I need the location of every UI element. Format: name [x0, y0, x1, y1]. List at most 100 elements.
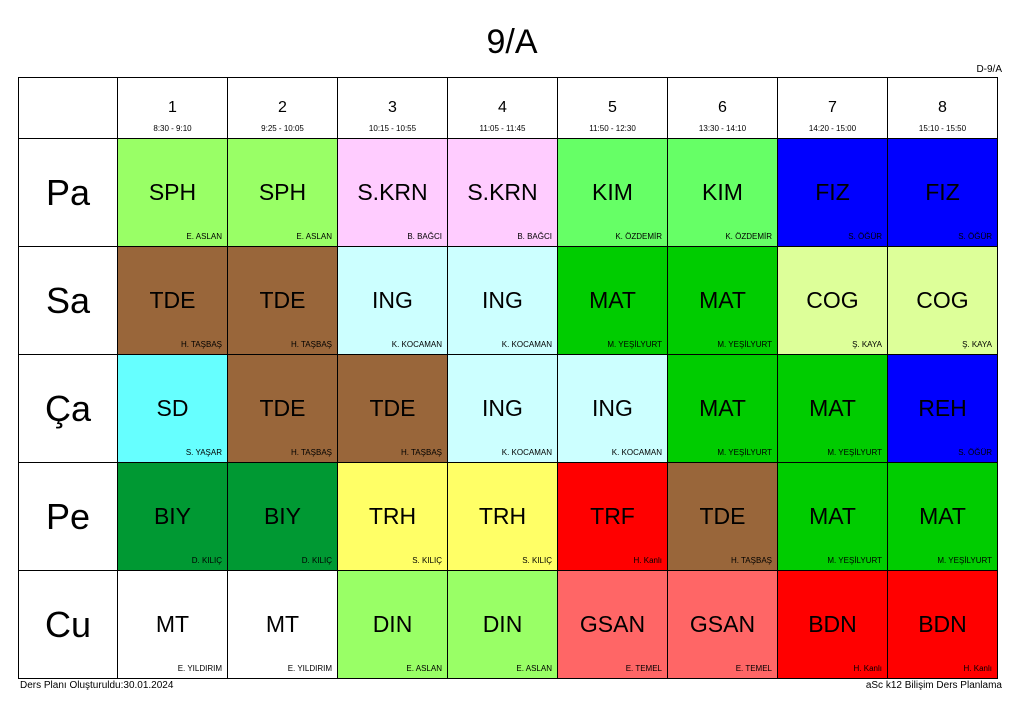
- lesson-cell: MAT M. YEŞİLYURT: [667, 246, 778, 355]
- lesson-cell: TDE H. TAŞBAŞ: [117, 246, 228, 355]
- lesson-teacher: Ş. KAYA: [852, 340, 882, 349]
- lesson-teacher: E. ASLAN: [516, 664, 552, 673]
- period-number: 5: [608, 99, 617, 116]
- period-time: 11:50 - 12:30: [589, 124, 636, 133]
- lesson-cell: FIZ S. ÖĞÜR: [887, 138, 998, 247]
- lesson-teacher: H. TAŞBAŞ: [290, 448, 332, 457]
- lesson-cell: MAT M. YEŞİLYURT: [667, 354, 778, 463]
- lesson-teacher: H. Kanlı: [853, 664, 882, 673]
- lesson-subject: ING: [372, 287, 413, 313]
- lesson-cell: KIM K. ÖZDEMİR: [557, 138, 668, 247]
- period-number: 8: [938, 99, 947, 116]
- lesson-teacher: M. YEŞİLYURT: [717, 448, 772, 457]
- period-number: 4: [498, 99, 507, 116]
- lesson-subject: GSAN: [579, 611, 646, 637]
- lesson-teacher: M. YEŞİLYURT: [717, 340, 772, 349]
- lesson-teacher: S. ÖĞÜR: [958, 448, 992, 457]
- period-time: 13:30 - 14:10: [698, 124, 747, 133]
- lesson-teacher: H. TAŞBAŞ: [730, 556, 772, 565]
- lesson-teacher: E. YILDIRIM: [177, 664, 222, 673]
- lesson-teacher: H. TAŞBAŞ: [180, 340, 222, 349]
- period-header-row: 1 8:30 - 9:10 2 9:25 - 10:05 3 10:15 - 10:5…: [18, 77, 998, 139]
- lesson-subject: MAT: [809, 503, 856, 529]
- lesson-subject: MT: [265, 611, 300, 637]
- lesson-subject: TDE: [259, 287, 306, 313]
- lesson-cell: GSAN E. TEMEL: [557, 570, 668, 679]
- lesson-subject: DIN: [372, 611, 413, 637]
- created-date: Ders Planı Oluşturuldu:30.01.2024: [20, 680, 174, 691]
- lesson-subject: ING: [482, 395, 523, 421]
- lesson-cell: ING K. KOCAMAN: [447, 246, 558, 355]
- lesson-subject: FIZ: [925, 179, 960, 205]
- lesson-teacher: E. TEMEL: [735, 664, 772, 673]
- lesson-cell: ING K. KOCAMAN: [337, 246, 448, 355]
- lesson-subject: BIY: [153, 503, 192, 529]
- lesson-teacher: K. ÖZDEMİR: [725, 232, 772, 241]
- lesson-subject: BDN: [918, 611, 967, 637]
- lesson-teacher: K. KOCAMAN: [611, 448, 662, 457]
- period-time: 10:15 - 10:55: [368, 124, 417, 133]
- day-label: Ça: [18, 354, 118, 463]
- lesson-subject: TDE: [149, 287, 196, 313]
- lesson-cell: TDE H. TAŞBAŞ: [227, 246, 338, 355]
- lesson-subject: MAT: [589, 287, 636, 313]
- lesson-subject: DIN: [482, 611, 523, 637]
- lesson-subject: COG: [806, 287, 859, 313]
- lesson-cell: FIZ S. ÖĞÜR: [777, 138, 888, 247]
- day-row: Ça SD S. YAŞAR TDE H. TAŞBAŞ TDE H. TAŞBAŞ ING K…: [18, 354, 998, 463]
- lesson-cell: MAT M. YEŞİLYURT: [777, 462, 888, 571]
- lesson-subject: ING: [592, 395, 633, 421]
- lesson-cell: TRH S. KILIÇ: [447, 462, 558, 571]
- lesson-subject: MT: [155, 611, 190, 637]
- lesson-teacher: E. ASLAN: [406, 664, 442, 673]
- lesson-subject: MAT: [699, 395, 746, 421]
- lesson-cell: ING K. KOCAMAN: [447, 354, 558, 463]
- period-number: 1: [168, 99, 177, 116]
- lesson-subject: ING: [482, 287, 523, 313]
- lesson-teacher: M. YEŞİLYURT: [827, 448, 882, 457]
- lesson-cell: SPH E. ASLAN: [227, 138, 338, 247]
- period-number: 6: [718, 99, 727, 116]
- lesson-teacher: S. KILIÇ: [522, 556, 552, 565]
- lesson-subject: TRH: [368, 503, 417, 529]
- lesson-teacher: H. Kanlı: [633, 556, 662, 565]
- lesson-teacher: B. BAĞCI: [517, 232, 552, 241]
- lesson-subject: KIM: [702, 179, 743, 205]
- lesson-teacher: E. ASLAN: [296, 232, 332, 241]
- lesson-teacher: K. ÖZDEMİR: [615, 232, 662, 241]
- lesson-cell: DIN E. ASLAN: [447, 570, 558, 679]
- day-label: Pe: [18, 462, 118, 571]
- period-header: 1 8:30 - 9:10: [117, 77, 228, 139]
- day-row: Pa SPH E. ASLAN SPH E. ASLAN S.KRN B. BAĞCI S.K…: [18, 138, 998, 247]
- lesson-teacher: Ş. KAYA: [962, 340, 992, 349]
- lesson-cell: TRF H. Kanlı: [557, 462, 668, 571]
- lesson-teacher: E. YILDIRIM: [287, 664, 332, 673]
- lesson-subject: TRH: [478, 503, 527, 529]
- lesson-cell: BDN H. Kanlı: [777, 570, 888, 679]
- lesson-teacher: H. TAŞBAŞ: [400, 448, 442, 457]
- lesson-cell: SPH E. ASLAN: [117, 138, 228, 247]
- lesson-teacher: D. KILIÇ: [301, 556, 332, 565]
- lesson-teacher: S. ÖĞÜR: [848, 232, 882, 241]
- period-header: 2 9:25 - 10:05: [227, 77, 338, 139]
- lesson-subject: BIY: [263, 503, 302, 529]
- lesson-subject: S.KRN: [357, 179, 428, 205]
- lesson-teacher: D. KILIÇ: [191, 556, 222, 565]
- lesson-cell: TDE H. TAŞBAŞ: [227, 354, 338, 463]
- lesson-teacher: H. TAŞBAŞ: [290, 340, 332, 349]
- lesson-teacher: M. YEŞİLYURT: [607, 340, 662, 349]
- period-time: 11:05 - 11:45: [479, 124, 526, 133]
- timetable: 1 8:30 - 9:10 2 9:25 - 10:05 3 10:15 - 10:5…: [18, 77, 998, 679]
- lesson-subject: TRF: [590, 503, 635, 529]
- lesson-subject: TDE: [259, 395, 306, 421]
- lesson-cell: BIY D. KILIÇ: [117, 462, 228, 571]
- lesson-teacher: S. ÖĞÜR: [958, 232, 992, 241]
- lesson-subject: REH: [918, 395, 967, 421]
- lesson-teacher: K. KOCAMAN: [501, 340, 552, 349]
- lesson-teacher: K. KOCAMAN: [501, 448, 552, 457]
- lesson-cell: TDE H. TAŞBAŞ: [337, 354, 448, 463]
- class-code: D-9/A: [976, 64, 1002, 75]
- period-number: 2: [278, 99, 287, 116]
- lesson-cell: MAT M. YEŞİLYURT: [557, 246, 668, 355]
- lesson-teacher: K. KOCAMAN: [391, 340, 442, 349]
